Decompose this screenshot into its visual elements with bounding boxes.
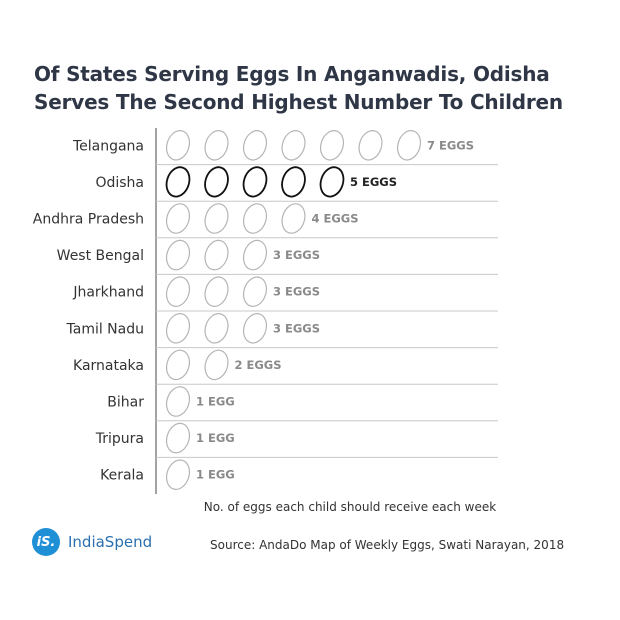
egg-icon xyxy=(165,203,191,234)
egg-icon xyxy=(204,166,229,198)
category-label: Bihar xyxy=(107,395,144,411)
category-label: Odisha xyxy=(95,175,144,191)
egg-icon xyxy=(319,166,345,198)
egg-icon xyxy=(242,166,268,198)
chart-title-line-1: Of States Serving Eggs In Anganwadis, Od… xyxy=(34,62,550,86)
value-label: 2 EGGS xyxy=(235,358,282,372)
egg-icon xyxy=(281,130,306,161)
egg-icon xyxy=(242,276,268,307)
egg-icon xyxy=(242,130,268,161)
egg-icon xyxy=(165,386,191,417)
egg-icon xyxy=(319,130,345,161)
egg-icon xyxy=(242,203,268,234)
egg-icon xyxy=(165,313,191,344)
egg-icon xyxy=(204,313,229,344)
egg-icon xyxy=(204,349,229,381)
category-label: Telangana xyxy=(72,138,144,154)
x-axis-label: No. of eggs each child should receive ea… xyxy=(203,500,497,514)
indiaspend-logo-mark: iS. xyxy=(32,528,60,556)
value-label: 5 EGGS xyxy=(350,175,397,189)
egg-icon xyxy=(358,130,383,161)
egg-icon xyxy=(165,239,191,271)
chart-title-line-2: Serves The Second Highest Number To Chil… xyxy=(34,90,563,114)
egg-icon xyxy=(242,239,268,271)
category-label: Tripura xyxy=(95,431,144,447)
egg-icon xyxy=(281,203,306,234)
egg-icon xyxy=(165,349,191,381)
egg-icon xyxy=(281,166,306,198)
chart-title: Of States Serving Eggs In Anganwadis, Od… xyxy=(34,60,604,116)
value-label: 3 EGGS xyxy=(273,248,320,262)
category-label: Andhra Pradesh xyxy=(33,212,144,228)
egg-icon xyxy=(204,130,229,161)
egg-icon xyxy=(165,130,191,161)
egg-icon xyxy=(165,459,191,490)
value-label: 3 EGGS xyxy=(273,321,320,335)
egg-icon xyxy=(165,276,191,307)
value-label: 3 EGGS xyxy=(273,285,320,299)
category-label: West Bengal xyxy=(57,248,144,264)
egg-icon xyxy=(396,130,422,161)
value-label: 1 EGG xyxy=(196,431,235,445)
egg-icon xyxy=(242,313,268,344)
category-label: Kerala xyxy=(100,468,144,484)
egg-icon xyxy=(165,422,191,454)
value-label: 4 EGGS xyxy=(312,212,359,226)
category-label: Jharkhand xyxy=(72,285,144,301)
value-label: 1 EGG xyxy=(196,468,235,482)
indiaspend-logo: iS. IndiaSpend xyxy=(32,528,152,556)
egg-icon xyxy=(204,276,229,307)
category-label: Karnataka xyxy=(73,358,144,374)
source-note: Source: AndaDo Map of Weekly Eggs, Swati… xyxy=(210,538,565,552)
egg-icon xyxy=(165,166,191,198)
indiaspend-logo-text: IndiaSpend xyxy=(68,533,153,551)
category-label: Tamil Nadu xyxy=(66,321,145,337)
value-label: 7 EGGS xyxy=(427,138,474,152)
value-label: 1 EGG xyxy=(196,395,235,409)
egg-icon xyxy=(204,239,229,271)
egg-icon xyxy=(204,203,229,234)
